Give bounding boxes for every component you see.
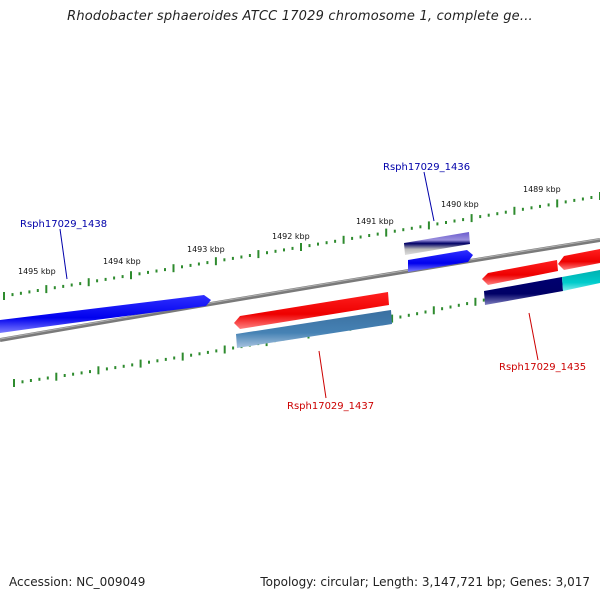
gene-feature-rsph17029-1436[interactable] [408,250,473,272]
gene-feature-steel-band[interactable] [236,310,392,348]
tick-label-1489: 1489 kbp [523,185,561,194]
gene-label-rsph17029-1436[interactable]: Rsph17029_1436 [383,162,470,173]
tick-label-1495: 1495 kbp [18,267,56,276]
leader-line-rsph17029-1438 [59,228,68,280]
gene-feature-rsph17029-1437[interactable] [234,292,389,329]
gene-label-rsph17029-1438[interactable]: Rsph17029_1438 [20,219,107,230]
gene-feature-red-edge[interactable] [558,249,600,270]
gene-feature-cyan-band[interactable] [562,270,600,291]
tick-label-1491: 1491 kbp [356,217,394,226]
chromosome-backbone [0,238,600,342]
tick-label-1492: 1492 kbp [272,232,310,241]
tick-label-1494: 1494 kbp [103,257,141,266]
accession-text: Accession: NC_009049 [9,575,146,589]
tick-label-1493: 1493 kbp [187,245,225,254]
leader-line-rsph17029-1435 [528,312,539,361]
gene-label-rsph17029-1435[interactable]: Rsph17029_1435 [499,362,586,373]
outer-tick-row [3,192,600,300]
gene-label-rsph17029-1437[interactable]: Rsph17029_1437 [287,401,374,412]
gene-feature-rsph17029-1438[interactable] [0,295,211,333]
gene-feature-purple-band[interactable] [404,232,470,255]
map-title: Rhodobacter sphaeroides ATCC 17029 chrom… [67,9,533,24]
genome-summary-text: Topology: circular; Length: 3,147,721 bp… [260,575,590,589]
gene-feature-navy-band[interactable] [484,277,563,305]
leader-line-rsph17029-1437 [318,350,327,399]
tick-label-1490: 1490 kbp [441,200,479,209]
gene-feature-rsph17029-1435[interactable] [482,260,558,285]
chromosome-backbone-highlight [0,238,600,340]
leader-line-rsph17029-1436 [423,171,435,222]
